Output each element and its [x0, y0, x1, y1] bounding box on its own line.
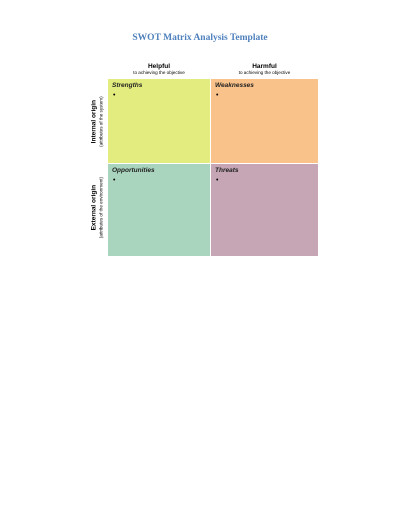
column-header-helpful-sublabel: to achieving the objective — [133, 70, 185, 76]
column-header-helpful: Helpful to achieving the objective — [108, 63, 210, 76]
row-header-internal-label: Internal origin — [90, 99, 98, 144]
row-header-external-label: External origin — [90, 184, 98, 231]
row-header-external: External origin (attributes of the envir… — [90, 165, 103, 251]
quadrant-weaknesses: Weaknesses • — [211, 79, 318, 163]
page-title: SWOT Matrix Analysis Template — [132, 33, 268, 43]
row-header-internal: Internal origin (attributes of the syste… — [90, 79, 103, 165]
quadrant-opportunities: Opportunities • — [108, 164, 210, 256]
quadrant-opportunities-label: Opportunities — [112, 167, 155, 174]
quadrant-opportunities-bullet[interactable]: • — [113, 177, 116, 184]
column-header-harmful-sublabel: to achieving the objective — [238, 70, 291, 76]
quadrant-weaknesses-label: Weaknesses — [215, 82, 254, 89]
quadrant-threats-bullet[interactable]: • — [216, 177, 219, 184]
quadrant-strengths-label: Strengths — [112, 82, 143, 89]
column-header-harmful-label: Harmful — [252, 63, 277, 70]
quadrant-weaknesses-bullet[interactable]: • — [216, 92, 219, 99]
column-header-harmful: Harmful to achieving the objective — [211, 63, 318, 76]
row-header-external-sublabel: (attributes of the environment) — [98, 177, 104, 239]
column-header-helpful-label: Helpful — [147, 63, 171, 70]
quadrant-strengths-bullet[interactable]: • — [113, 92, 116, 99]
quadrant-threats-label: Threats — [215, 167, 239, 174]
row-header-internal-sublabel: (attributes of the system) — [98, 96, 104, 147]
quadrant-threats: Threats • — [211, 164, 318, 256]
quadrant-strengths: Strengths • — [108, 79, 210, 163]
